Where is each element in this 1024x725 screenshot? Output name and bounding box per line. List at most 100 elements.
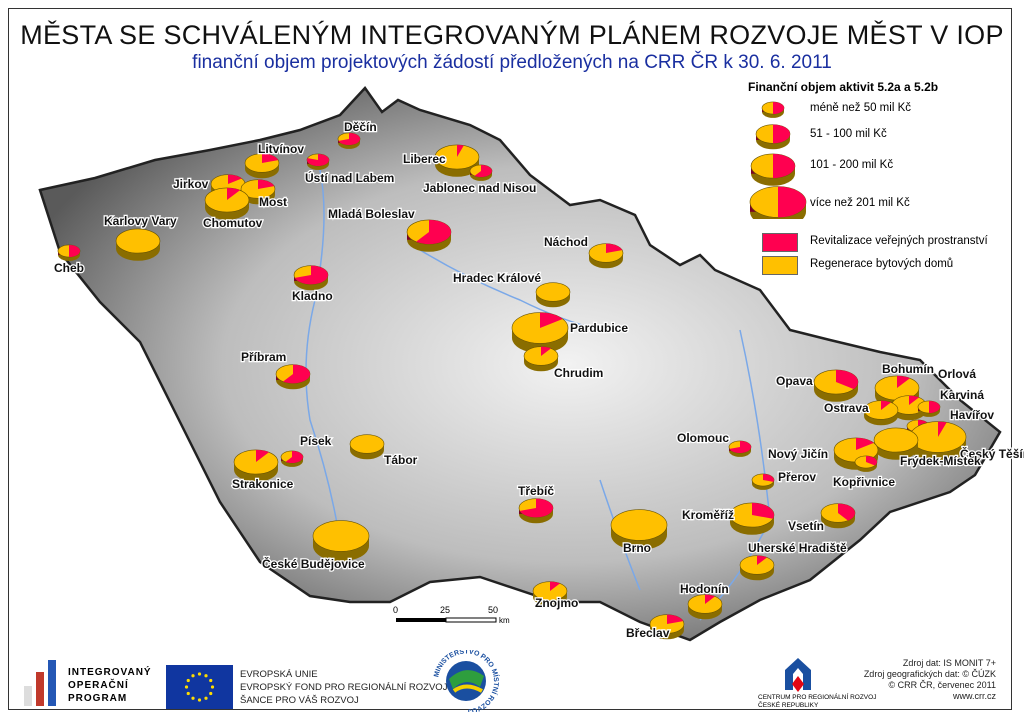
city-label: Strakonice	[232, 477, 294, 491]
city-label: Orlová	[938, 367, 976, 381]
city-label: Chomutov	[203, 216, 263, 230]
city-pie	[349, 434, 385, 460]
city-label: Tábor	[384, 453, 418, 467]
scale-tick: 25	[440, 605, 450, 615]
city-pie	[233, 449, 279, 482]
legend-size-4: více než 201 mil Kč	[810, 197, 910, 209]
city-pie	[749, 186, 807, 219]
eu-text: EVROPSKÁ UNIE EVROPSKÝ FOND PRO REGIONÁLN…	[240, 669, 448, 706]
eu-star-icon	[209, 691, 213, 696]
legend-cat-2: Regenerace bytových domů	[810, 258, 954, 270]
city-pie	[751, 473, 775, 490]
crr-logo	[785, 658, 811, 692]
city-pies	[57, 132, 967, 640]
city-label: Mladá Boleslav	[328, 207, 415, 221]
scale-tick: 0	[393, 605, 398, 615]
city-label: Jirkov	[173, 177, 209, 191]
eu-flag	[166, 665, 233, 709]
city-label: Hradec Králové	[453, 271, 541, 285]
city-label: Pardubice	[570, 321, 628, 335]
city-pie	[523, 346, 559, 372]
city-pie	[750, 153, 796, 186]
eu-star-icon	[210, 685, 215, 689]
legend-swatch-regenerace	[762, 256, 798, 275]
city-pie	[813, 369, 859, 402]
city-label: Hodonín	[680, 582, 729, 596]
city-label: Liberec	[403, 152, 446, 166]
map-frame	[8, 8, 1012, 710]
scale-bar: 0 25 50 km	[393, 605, 510, 625]
city-pie	[739, 555, 775, 581]
crr-text: CENTRUM PRO REGIONÁLNÍ ROZVOJ ČESKÉ REPUB…	[758, 694, 877, 709]
sources: Zdroj dat: IS MONIT 7+ Zdroj geografickýc…	[863, 658, 996, 701]
city-pie	[275, 364, 311, 390]
city-pie	[532, 581, 568, 607]
city-pie	[337, 132, 361, 149]
eu-star-icon	[204, 696, 208, 700]
city-label: Vsetín	[788, 519, 824, 533]
eu-star-icon	[204, 674, 208, 678]
city-label: Kroměříž	[682, 508, 734, 522]
eu-star-icon	[197, 672, 202, 676]
city-pie	[518, 498, 554, 524]
city-pie	[312, 520, 370, 562]
city-label: České Budějovice	[262, 556, 365, 571]
city-pie	[588, 243, 624, 269]
eu-star-icon	[191, 696, 195, 700]
city-label: Olomouc	[677, 431, 729, 445]
city-label: Uherské Hradiště	[748, 541, 847, 555]
city-label: Náchod	[544, 235, 588, 249]
city-label: Nový Jičín	[768, 447, 828, 461]
legend-cat-1: Revitalizace veřejných prostranství	[810, 235, 988, 247]
city-label: Příbram	[241, 350, 286, 364]
eu-star-icon	[191, 674, 195, 678]
footer: INTEGROVANÝ OPERAČNÍ PROGRAM EVROPSKÁ UNIE…	[8, 650, 1010, 712]
city-label: Kladno	[292, 289, 333, 303]
iop-logo-text: INTEGROVANÝ OPERAČNÍ PROGRAM	[68, 667, 152, 704]
city-label: Přerov	[778, 470, 816, 484]
city-label: Děčín	[344, 120, 377, 134]
city-label: Havířov	[950, 408, 994, 422]
city-pie	[610, 509, 668, 551]
city-label: Jablonec nad Nisou	[423, 181, 536, 195]
iop-logo	[24, 660, 64, 706]
city-pie	[280, 450, 304, 467]
legend-swatch-revitalizace	[762, 233, 798, 252]
city-label: Cheb	[54, 261, 84, 275]
eu-star-icon	[197, 698, 202, 702]
map-subtitle: finanční objem projektových žádostí před…	[192, 52, 832, 73]
city-label: Opava	[776, 374, 813, 388]
city-pie	[434, 144, 480, 177]
city-label: Chrudim	[554, 366, 603, 380]
city-pie	[204, 187, 250, 220]
city-label: Brno	[623, 541, 651, 555]
city-pie	[240, 179, 276, 205]
legend-size-3: 101 - 200 mil Kč	[810, 159, 894, 171]
eu-star-icon	[186, 678, 190, 683]
city-pie	[406, 219, 452, 252]
city-pie	[244, 153, 280, 179]
city-pie	[57, 244, 81, 261]
city-label: Kopřivnice	[833, 475, 895, 489]
city-label: Litvínov	[258, 142, 304, 156]
city-pie	[863, 400, 899, 426]
city-pie	[854, 455, 878, 472]
city-pie	[729, 502, 775, 535]
city-label: Břeclav	[626, 626, 670, 640]
legend-size-1: méně než 50 mil Kč	[810, 102, 911, 114]
city-label: Třebíč	[518, 484, 554, 498]
city-label: Most	[259, 195, 287, 209]
city-pie	[755, 124, 791, 150]
city-label: Český Těšín	[960, 446, 1024, 461]
city-pie	[820, 503, 856, 529]
country-outline	[38, 86, 1002, 642]
city-label: Písek	[300, 434, 332, 448]
city-label: Karlovy Vary	[104, 214, 177, 228]
city-pie	[293, 265, 329, 291]
city-pie	[469, 164, 493, 181]
city-pie	[761, 101, 785, 118]
city-pie	[728, 440, 752, 457]
city-label: Karviná	[940, 388, 984, 402]
city-label: Ústí nad Labem	[305, 170, 394, 185]
